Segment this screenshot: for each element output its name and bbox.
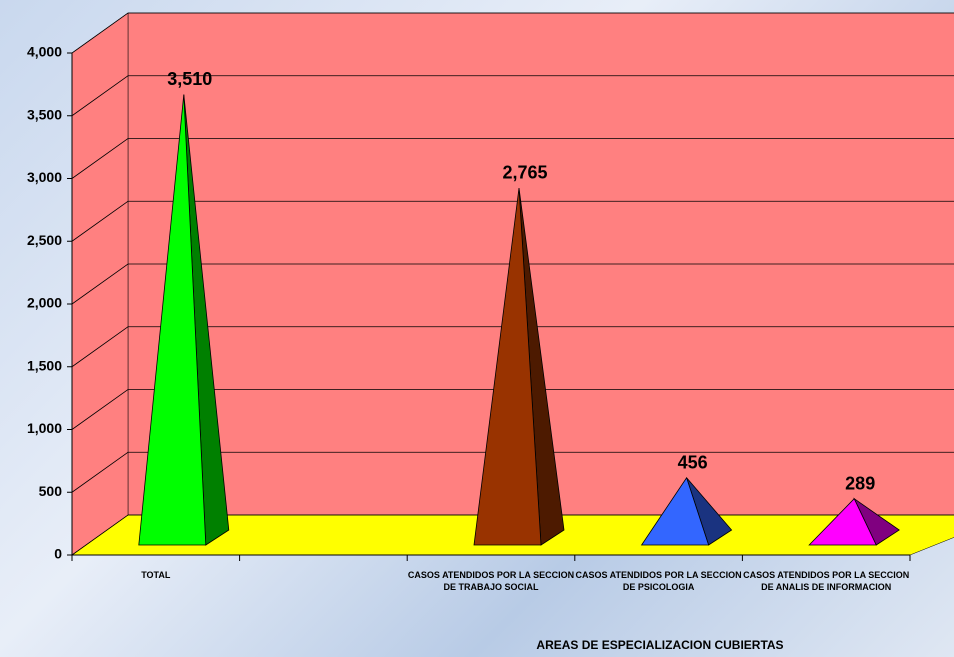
value-label: 289 (845, 473, 875, 493)
x-tick-label: CASOS ATENDIDOS POR LA SECCION DE PSICOL… (575, 570, 742, 592)
y-tick-label: 3,500 (27, 106, 62, 122)
y-tick-label: 0 (54, 546, 62, 562)
grid-line (71, 326, 954, 368)
pyramid-front (640, 476, 710, 546)
y-tick-label: 1,000 (27, 420, 62, 436)
x-tick-label-box: TOTAL (141, 570, 171, 580)
grid-line (71, 389, 954, 430)
pyramid-front (138, 94, 207, 546)
x-tick-label: TOTAL (141, 570, 171, 580)
pyramid-front (473, 187, 542, 546)
grid-line (71, 75, 954, 117)
pyramid-front (808, 498, 877, 546)
grid-line (71, 200, 954, 242)
grid-line (71, 12, 954, 54)
x-tick-label-box: CASOS ATENDIDOS POR LA SECCION DE PSICOL… (575, 570, 742, 592)
y-tick-label: 500 (39, 483, 63, 499)
x-axis-label: AREAS DE ESPECIALIZACION CUBIERTAS (536, 638, 783, 652)
y-tick-label: 2,500 (27, 232, 62, 248)
value-label: 3,510 (167, 69, 212, 89)
grid-line (71, 138, 954, 179)
y-tick-label: 2,000 (27, 295, 62, 311)
grid-line (71, 451, 954, 493)
x-tick-label: CASOS ATENDIDOS POR LA SECCION DE ANALIS… (743, 570, 910, 592)
grid-line (71, 263, 954, 305)
y-tick-label: 1,500 (27, 357, 62, 373)
x-tick-label-box: CASOS ATENDIDOS POR LA SECCION DE ANALIS… (743, 570, 910, 592)
value-label: 2,765 (502, 163, 547, 183)
y-tick-label: 4,000 (27, 44, 62, 60)
value-label: 456 (678, 453, 708, 473)
y-tick-label: 3,000 (27, 169, 62, 185)
x-tick-label: CASOS ATENDIDOS POR LA SECCION DE TRABAJ… (407, 570, 575, 592)
x-tick-label-box: CASOS ATENDIDOS POR LA SECCION DE TRABAJ… (407, 570, 575, 592)
